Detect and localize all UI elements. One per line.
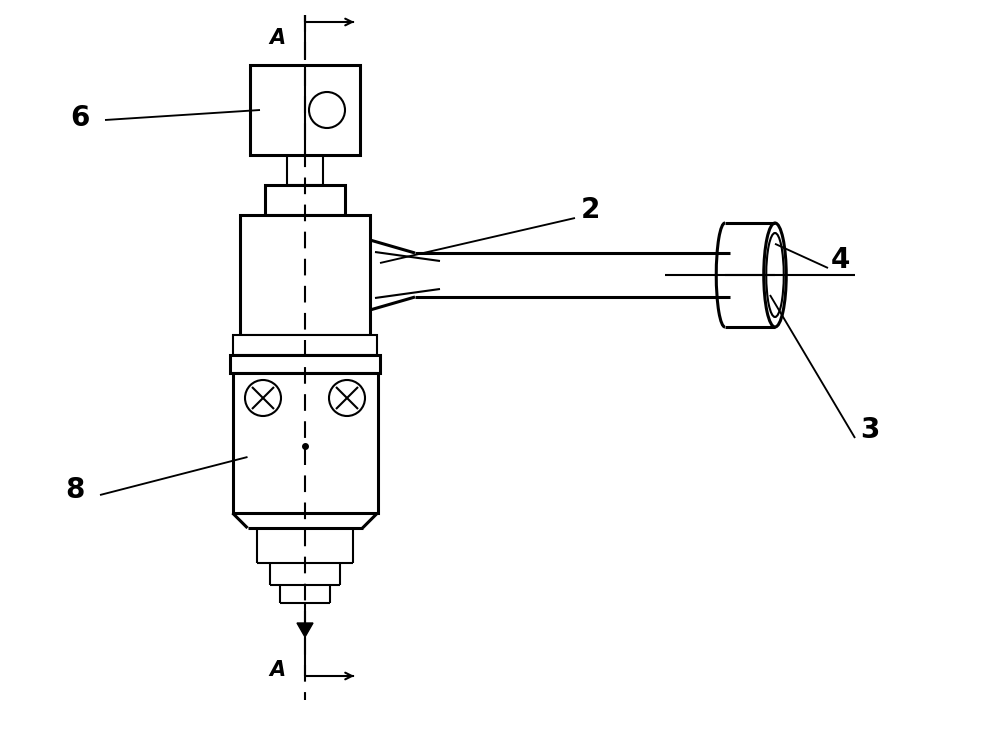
Text: 2: 2 [580, 196, 600, 224]
Circle shape [245, 380, 281, 416]
Ellipse shape [766, 233, 784, 317]
Text: 4: 4 [830, 246, 850, 274]
Text: 6: 6 [70, 104, 90, 132]
Bar [230, 355, 380, 373]
Ellipse shape [764, 223, 786, 327]
Bar [265, 185, 345, 215]
Circle shape [329, 380, 365, 416]
Bar [240, 215, 370, 335]
Circle shape [309, 92, 345, 128]
Text: A: A [269, 660, 285, 680]
Bar [250, 65, 360, 155]
Polygon shape [297, 623, 313, 637]
Text: 3: 3 [860, 416, 880, 444]
Bar [233, 335, 377, 355]
Text: 8: 8 [65, 476, 85, 504]
Text: A: A [269, 28, 285, 48]
Bar [232, 373, 378, 513]
